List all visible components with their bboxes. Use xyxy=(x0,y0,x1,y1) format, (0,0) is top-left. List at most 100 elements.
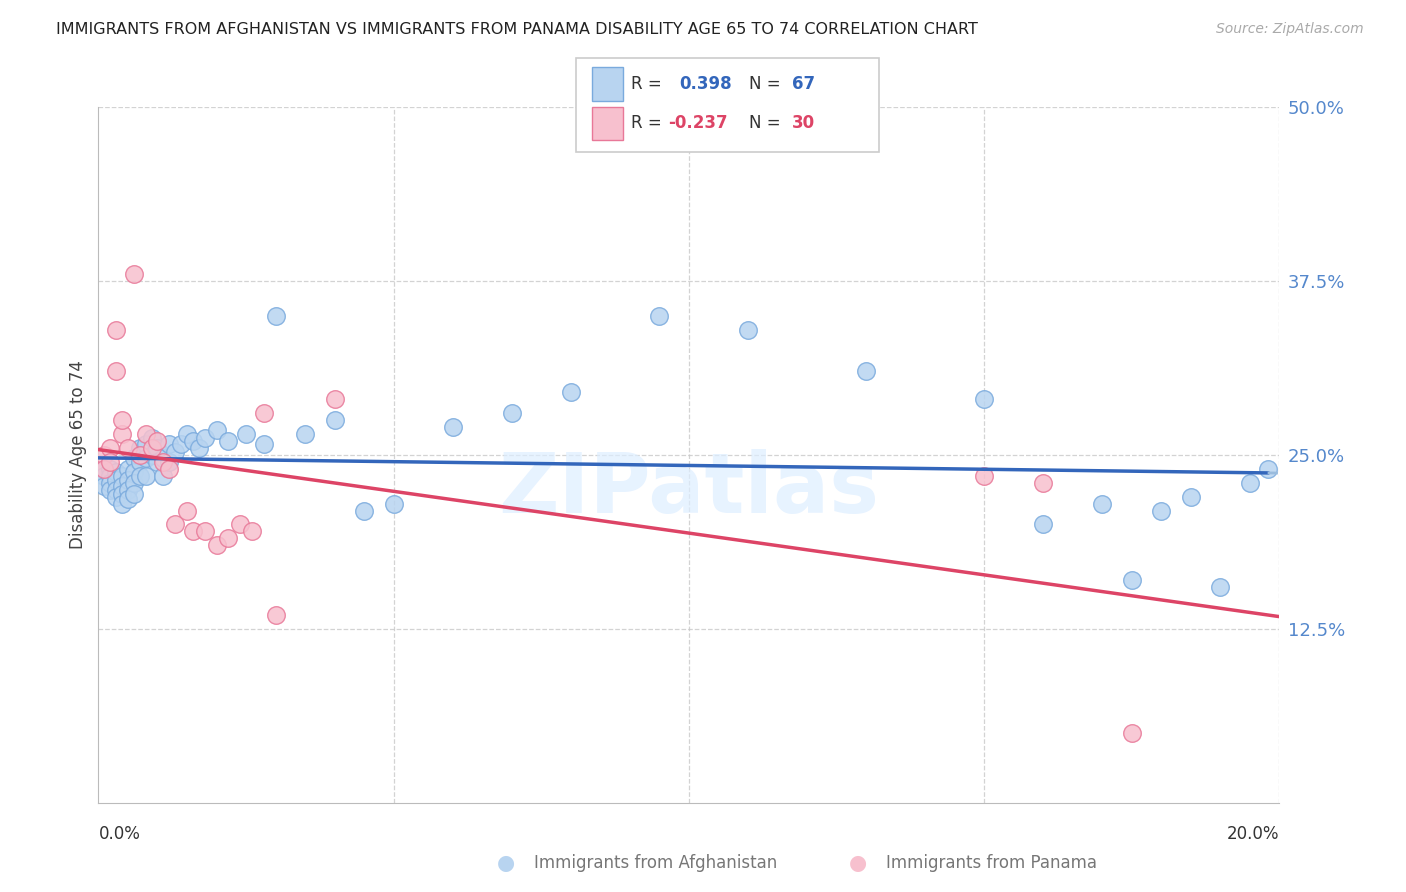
Point xyxy=(973,392,995,407)
Point xyxy=(1091,497,1114,511)
Point xyxy=(1239,475,1261,490)
Point xyxy=(229,517,252,532)
Point xyxy=(152,468,174,483)
Point xyxy=(93,462,115,476)
Point xyxy=(146,434,169,448)
Point xyxy=(117,492,139,507)
Point xyxy=(105,490,128,504)
Point xyxy=(176,427,198,442)
Point xyxy=(141,431,163,445)
Point xyxy=(181,524,204,539)
Point xyxy=(737,323,759,337)
Point xyxy=(98,441,121,455)
Point xyxy=(93,448,115,462)
Point xyxy=(117,473,139,487)
Point xyxy=(105,473,128,487)
Text: ●: ● xyxy=(849,854,866,873)
Point xyxy=(323,413,346,427)
Point xyxy=(135,437,157,451)
Point xyxy=(128,448,150,462)
Point xyxy=(111,427,134,442)
Point xyxy=(235,427,257,442)
Point xyxy=(1209,580,1232,594)
Text: Immigrants from Afghanistan: Immigrants from Afghanistan xyxy=(534,855,778,872)
Point xyxy=(205,423,228,437)
Point xyxy=(128,441,150,455)
Point xyxy=(170,437,193,451)
Point xyxy=(98,468,121,483)
Point xyxy=(93,468,115,483)
Text: N =: N = xyxy=(749,114,786,132)
Point xyxy=(501,406,523,420)
Point xyxy=(111,478,134,492)
Text: 67: 67 xyxy=(792,75,814,93)
Point xyxy=(165,517,187,532)
Point xyxy=(98,462,121,476)
Point xyxy=(157,462,180,476)
Point xyxy=(152,455,174,469)
Point xyxy=(1257,462,1279,476)
Text: IMMIGRANTS FROM AFGHANISTAN VS IMMIGRANTS FROM PANAMA DISABILITY AGE 65 TO 74 CO: IMMIGRANTS FROM AFGHANISTAN VS IMMIGRANT… xyxy=(56,22,979,37)
Point xyxy=(122,475,145,490)
Point xyxy=(122,487,145,501)
Text: ●: ● xyxy=(498,854,515,873)
Point xyxy=(165,445,187,459)
Point xyxy=(1121,726,1143,740)
Point xyxy=(205,538,228,552)
Point xyxy=(1180,490,1202,504)
Text: N =: N = xyxy=(749,75,786,93)
Text: 20.0%: 20.0% xyxy=(1227,825,1279,843)
Point xyxy=(187,441,209,455)
Point xyxy=(146,455,169,469)
Point xyxy=(194,524,217,539)
Point xyxy=(128,455,150,469)
Point xyxy=(217,434,239,448)
Point xyxy=(323,392,346,407)
Point xyxy=(122,450,145,465)
Point xyxy=(141,441,163,455)
Point xyxy=(122,465,145,479)
Point xyxy=(157,437,180,451)
Point xyxy=(117,462,139,476)
Point xyxy=(93,478,115,492)
Point xyxy=(240,524,263,539)
Point xyxy=(441,420,464,434)
Point xyxy=(141,448,163,462)
Point xyxy=(128,468,150,483)
Point xyxy=(1150,503,1173,517)
Y-axis label: Disability Age 65 to 74: Disability Age 65 to 74 xyxy=(69,360,87,549)
Point xyxy=(1032,475,1054,490)
Point xyxy=(135,468,157,483)
Point xyxy=(122,267,145,281)
Text: ZIPatlas: ZIPatlas xyxy=(499,450,879,530)
Point xyxy=(294,427,316,442)
Text: R =: R = xyxy=(631,114,668,132)
Point xyxy=(176,503,198,517)
Point xyxy=(111,413,134,427)
Point xyxy=(973,468,995,483)
Point xyxy=(98,475,121,490)
Point xyxy=(648,309,671,323)
Point xyxy=(93,462,115,476)
Point xyxy=(253,437,276,451)
Point xyxy=(560,385,582,400)
Point xyxy=(98,483,121,497)
Point xyxy=(135,427,157,442)
Text: -0.237: -0.237 xyxy=(668,114,727,132)
Text: 0.398: 0.398 xyxy=(679,75,731,93)
Point xyxy=(1032,517,1054,532)
Text: R =: R = xyxy=(631,75,672,93)
Point xyxy=(253,406,276,420)
Point xyxy=(98,455,121,469)
Point xyxy=(1121,573,1143,587)
Point xyxy=(152,450,174,465)
Point xyxy=(135,450,157,465)
Point xyxy=(111,468,134,483)
Text: Immigrants from Panama: Immigrants from Panama xyxy=(886,855,1097,872)
Text: 0.0%: 0.0% xyxy=(98,825,141,843)
Point xyxy=(855,364,877,378)
Point xyxy=(105,465,128,479)
Point xyxy=(382,497,405,511)
Point xyxy=(105,323,128,337)
Text: Source: ZipAtlas.com: Source: ZipAtlas.com xyxy=(1216,22,1364,37)
